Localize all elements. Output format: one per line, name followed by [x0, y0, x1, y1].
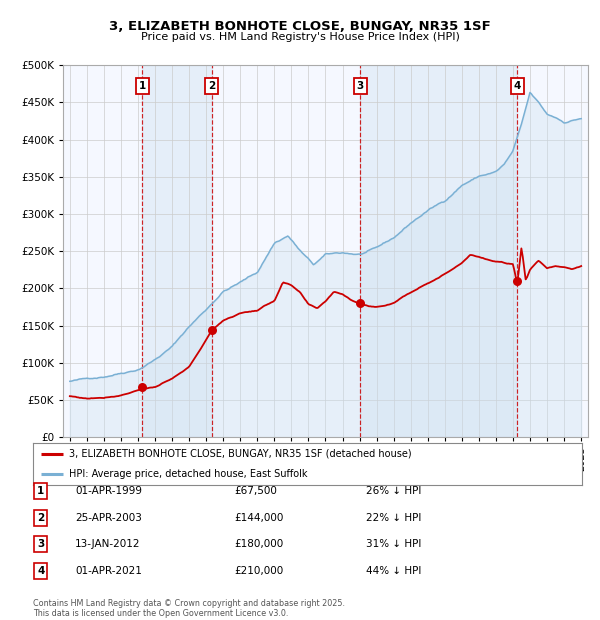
- Text: 01-APR-2021: 01-APR-2021: [75, 566, 142, 576]
- Text: 25-APR-2003: 25-APR-2003: [75, 513, 142, 523]
- Text: 1: 1: [37, 486, 44, 496]
- Bar: [142, 65, 212, 437]
- Text: 13-JAN-2012: 13-JAN-2012: [75, 539, 140, 549]
- Text: 44% ↓ HPI: 44% ↓ HPI: [366, 566, 421, 576]
- Text: £144,000: £144,000: [234, 513, 283, 523]
- Text: HPI: Average price, detached house, East Suffolk: HPI: Average price, detached house, East…: [68, 469, 307, 479]
- Text: 2: 2: [208, 81, 215, 91]
- Text: 4: 4: [37, 566, 44, 576]
- Text: 31% ↓ HPI: 31% ↓ HPI: [366, 539, 421, 549]
- Text: £67,500: £67,500: [234, 486, 277, 496]
- Text: £180,000: £180,000: [234, 539, 283, 549]
- Text: 3: 3: [356, 81, 364, 91]
- Text: Price paid vs. HM Land Registry's House Price Index (HPI): Price paid vs. HM Land Registry's House …: [140, 32, 460, 42]
- Text: 3, ELIZABETH BONHOTE CLOSE, BUNGAY, NR35 1SF (detached house): 3, ELIZABETH BONHOTE CLOSE, BUNGAY, NR35…: [68, 449, 412, 459]
- Text: Contains HM Land Registry data © Crown copyright and database right 2025.
This d: Contains HM Land Registry data © Crown c…: [33, 599, 345, 618]
- Text: 1: 1: [139, 81, 146, 91]
- Text: £210,000: £210,000: [234, 566, 283, 576]
- Text: 01-APR-1999: 01-APR-1999: [75, 486, 142, 496]
- Text: 22% ↓ HPI: 22% ↓ HPI: [366, 513, 421, 523]
- Text: 4: 4: [514, 81, 521, 91]
- Text: 3: 3: [37, 539, 44, 549]
- Text: 26% ↓ HPI: 26% ↓ HPI: [366, 486, 421, 496]
- Text: 2: 2: [37, 513, 44, 523]
- Text: 3, ELIZABETH BONHOTE CLOSE, BUNGAY, NR35 1SF: 3, ELIZABETH BONHOTE CLOSE, BUNGAY, NR35…: [109, 20, 491, 33]
- Bar: [360, 65, 517, 437]
